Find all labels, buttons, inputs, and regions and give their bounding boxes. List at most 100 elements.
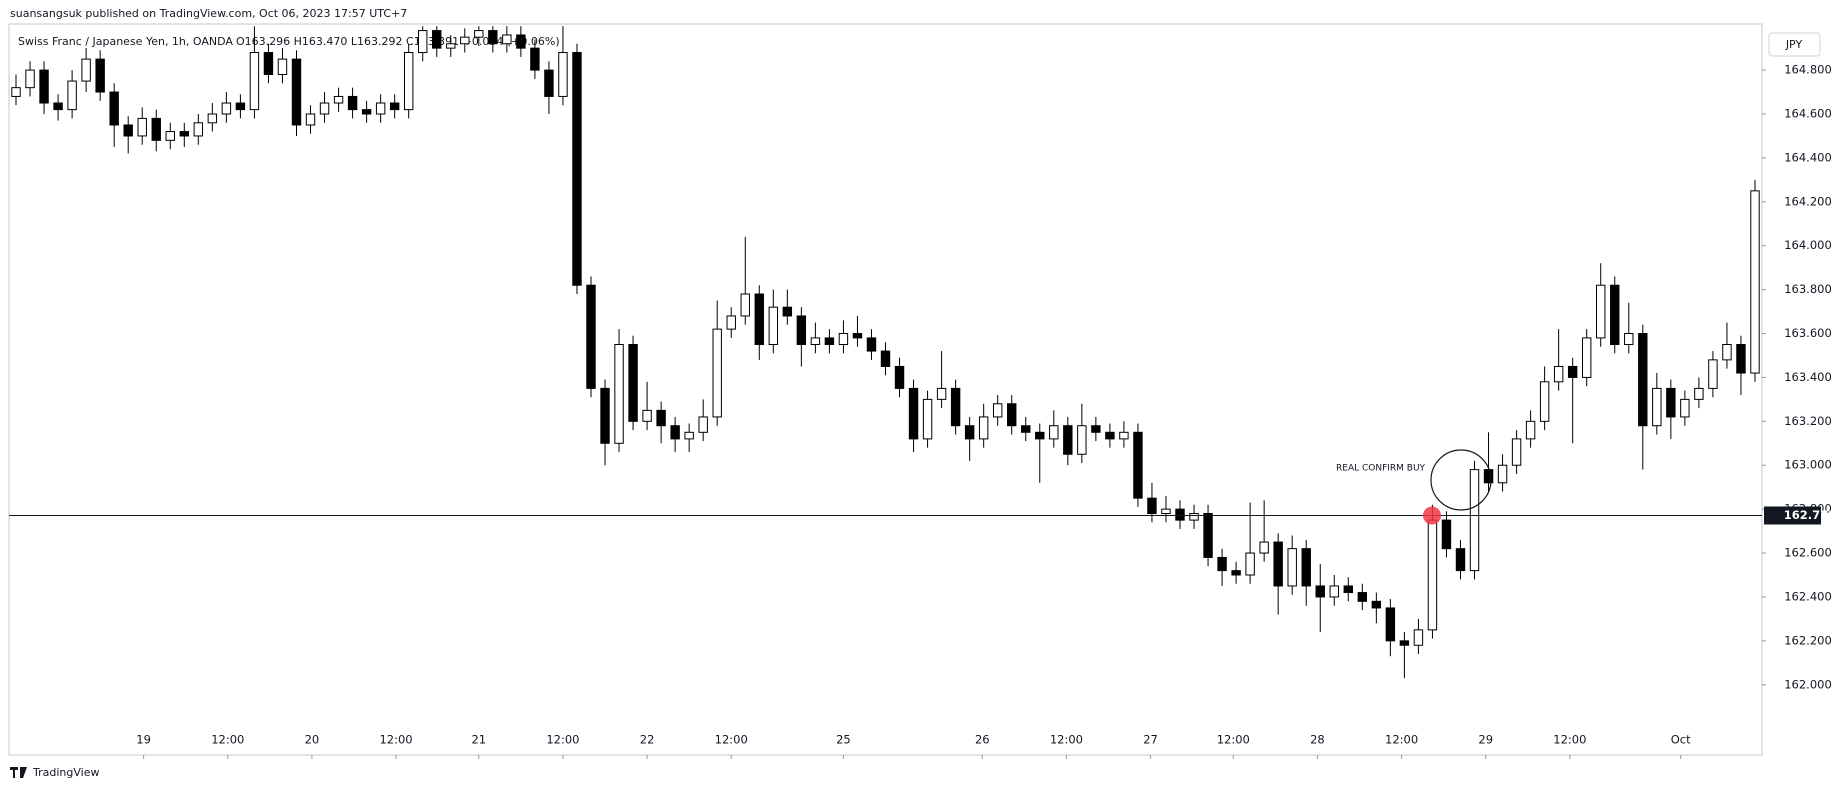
x-tick-label: 12:00 — [546, 733, 579, 747]
candle-body — [978, 416, 989, 440]
candle-body — [165, 131, 175, 141]
chart-title: Swiss Franc / Japanese Yen, 1h, OANDA — [18, 35, 233, 48]
y-tick-label: 163.400 — [1784, 370, 1832, 384]
candle-body — [726, 315, 736, 330]
candle-body — [936, 387, 947, 400]
candle-body — [740, 293, 750, 317]
candle-body — [263, 52, 274, 75]
candle-body — [1708, 359, 1718, 389]
brand-logo — [10, 767, 27, 778]
candle-body — [992, 403, 1003, 418]
y-tick-label: 163.200 — [1784, 414, 1832, 428]
candle-body — [1021, 425, 1031, 433]
candle-body — [1385, 607, 1396, 642]
candle-body — [1624, 333, 1634, 345]
candle-body — [389, 102, 400, 111]
candle-body — [782, 306, 793, 317]
candle-body — [1371, 600, 1382, 609]
candle-body — [1399, 640, 1410, 646]
candle-body — [866, 337, 877, 352]
candle-body — [698, 416, 708, 433]
candle-body — [768, 306, 779, 345]
candle-body — [137, 117, 147, 137]
candle-body — [1203, 513, 1213, 558]
y-tick-label: 164.600 — [1784, 107, 1832, 121]
candle-body — [628, 343, 638, 422]
candle-body — [572, 52, 582, 286]
candle-body — [291, 58, 302, 126]
x-tick-label: 22 — [640, 733, 655, 747]
candle-body — [1497, 464, 1508, 484]
y-tick-label: 164.800 — [1784, 63, 1832, 77]
candle-body — [95, 58, 105, 93]
candle-body — [1539, 381, 1550, 422]
candle-body — [1007, 403, 1017, 427]
candle-body — [1301, 548, 1311, 587]
candle-body — [1091, 425, 1101, 433]
candle-body — [53, 102, 63, 111]
candle-body — [39, 69, 49, 104]
candle-body — [1329, 585, 1339, 598]
candle-body — [1105, 431, 1115, 440]
candle-body — [1469, 469, 1480, 572]
published-line: suansangsuk published on TradingView.com… — [10, 7, 407, 20]
currency-button[interactable] — [1768, 32, 1821, 57]
candle-body — [179, 131, 190, 137]
candle-body — [123, 124, 133, 137]
candle-body — [1652, 387, 1662, 427]
candle-body — [670, 425, 680, 440]
candle-body — [1035, 431, 1045, 440]
x-tick-label: Oct — [1671, 733, 1691, 747]
y-tick-label: 162.200 — [1784, 633, 1832, 647]
candle-body — [1063, 425, 1073, 455]
candle-body — [235, 102, 246, 111]
candle-body — [810, 337, 821, 345]
candle-body — [754, 293, 764, 345]
y-tick-label: 162.000 — [1784, 677, 1832, 691]
candle-body — [1511, 438, 1522, 466]
candle-body — [796, 315, 807, 345]
candle-body — [656, 409, 666, 427]
y-tick-label: 164.400 — [1784, 150, 1832, 164]
x-tick-label: 12:00 — [1217, 733, 1250, 747]
candle-body — [446, 43, 456, 49]
candle-body — [1175, 508, 1185, 521]
candle-body — [1119, 431, 1129, 440]
y-tick-label: 162.400 — [1784, 589, 1832, 603]
x-tick-label: 12:00 — [1385, 733, 1418, 747]
candle-body — [249, 52, 260, 111]
x-tick-label: 28 — [1310, 733, 1325, 747]
candle-body — [894, 365, 905, 389]
candle-body — [193, 122, 204, 137]
candle-body — [221, 102, 232, 115]
candle-body — [11, 87, 21, 97]
candle-body — [712, 328, 722, 418]
candle-body — [403, 52, 414, 111]
candle-body — [614, 343, 624, 444]
candle-body — [1427, 519, 1438, 631]
candle-body — [1273, 541, 1283, 587]
x-tick-label: 21 — [471, 733, 486, 747]
candle-body — [922, 398, 933, 440]
candle-body — [964, 425, 975, 440]
candle-body — [950, 387, 961, 427]
price-line-label: 162.771 — [1784, 508, 1835, 522]
currency-label[interactable]: JPY — [1785, 38, 1803, 51]
x-tick-label: 12:00 — [1553, 733, 1586, 747]
candle-body — [1217, 556, 1227, 572]
candle-body — [1287, 548, 1297, 587]
candle-body — [1610, 284, 1620, 345]
candle-body — [1750, 190, 1760, 374]
candle-body — [1722, 343, 1732, 361]
price-line-box — [1764, 506, 1821, 525]
candle-body — [67, 80, 77, 111]
candle-body — [1680, 398, 1690, 418]
candle-body — [1357, 592, 1368, 602]
x-tick-label: 27 — [1143, 733, 1158, 747]
x-tick-label: 12:00 — [1050, 733, 1083, 747]
candle-body — [1343, 585, 1353, 594]
candle-body — [1638, 333, 1648, 427]
x-tick-label: 12:00 — [211, 733, 244, 747]
candle-body — [586, 284, 596, 389]
candle-body — [1231, 570, 1241, 576]
